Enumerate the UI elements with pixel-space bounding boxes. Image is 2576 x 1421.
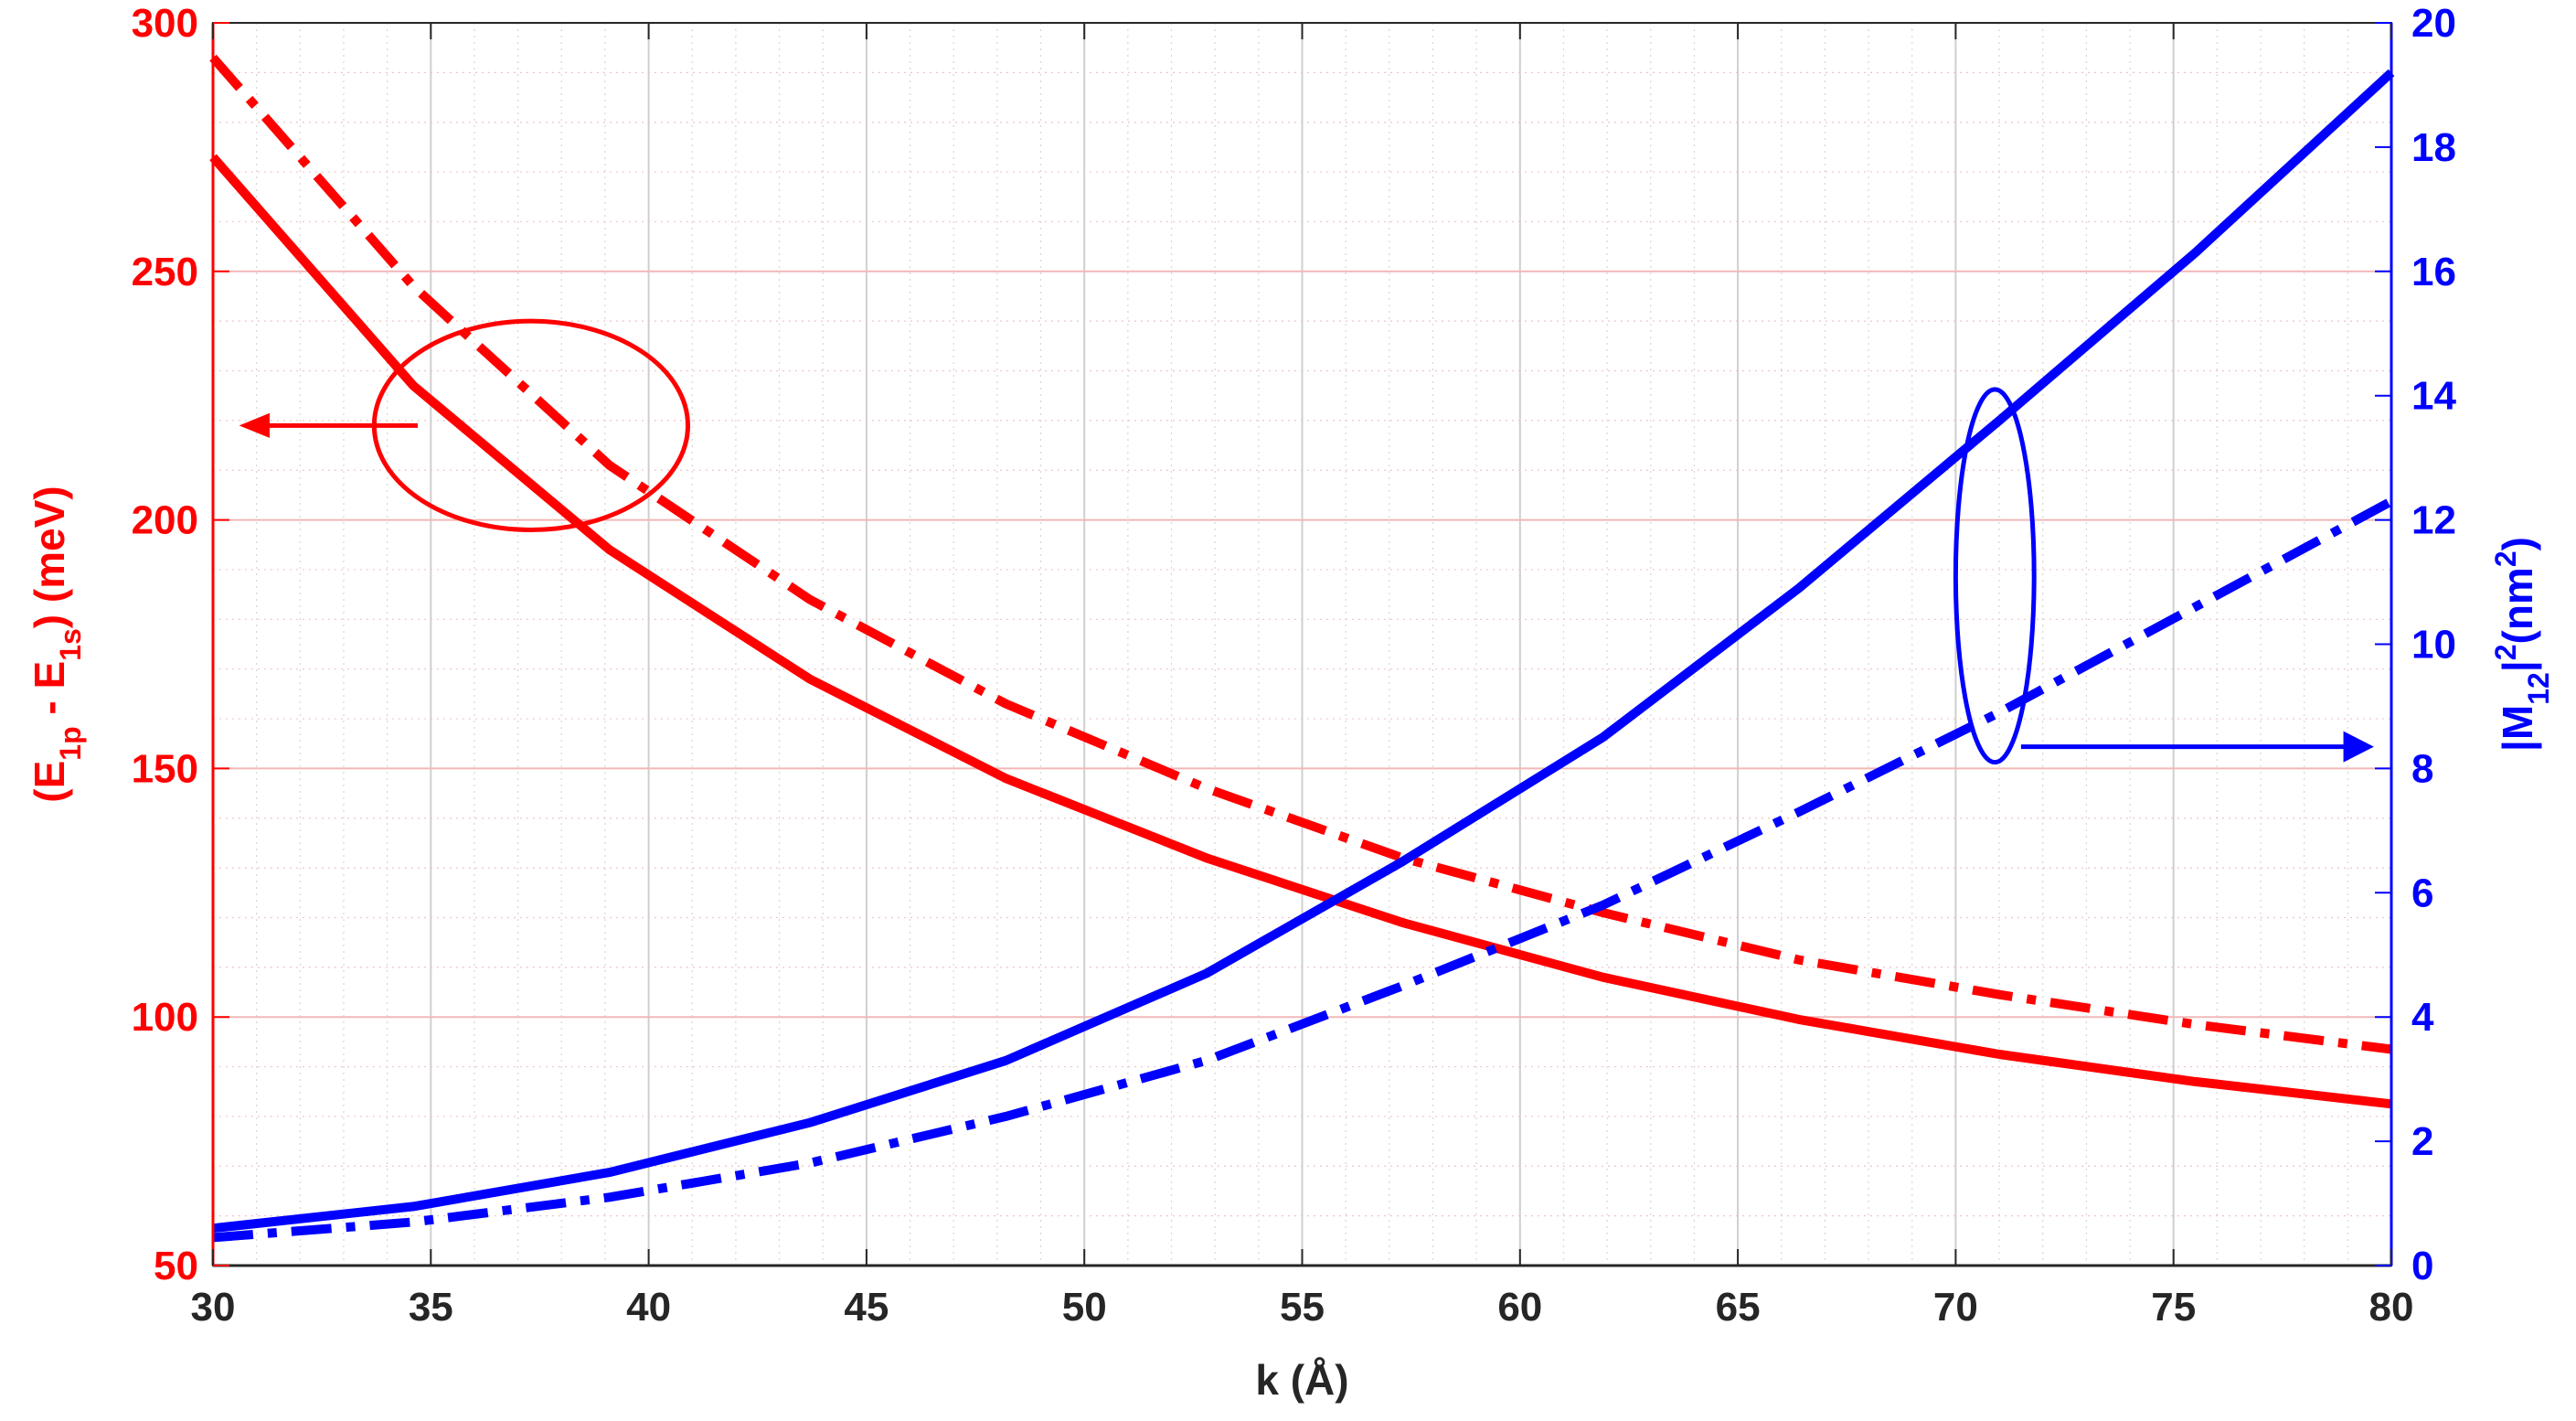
x-axis-label: k (Å) bbox=[1255, 1356, 1348, 1404]
axis-label-part: | bbox=[2494, 660, 2541, 672]
x-tick-label: 35 bbox=[409, 1285, 453, 1330]
x-tick-label: 45 bbox=[844, 1285, 889, 1330]
right-y-tick-label: 0 bbox=[2411, 1244, 2433, 1288]
left-y-tick-label: 300 bbox=[132, 1, 198, 46]
right-group-ellipse bbox=[1953, 387, 2037, 765]
axis-label-part: ) bbox=[2494, 537, 2541, 550]
axis-label-part: (E bbox=[26, 761, 73, 803]
x-tick-label: 65 bbox=[1716, 1285, 1761, 1330]
axis-label-part: ) (meV) bbox=[26, 486, 73, 628]
series-layer bbox=[209, 54, 2395, 1243]
x-tick-label: 30 bbox=[191, 1285, 236, 1330]
energy-solid-series-line bbox=[209, 154, 2392, 1109]
axis-label-part: 2 bbox=[2489, 644, 2522, 660]
energy-dashdot-series-line bbox=[209, 54, 2392, 1054]
right-y-tick-label: 14 bbox=[2411, 374, 2456, 419]
axis-label-part: - E bbox=[26, 661, 73, 727]
right-y-tick-label: 6 bbox=[2411, 871, 2433, 915]
right-group-arrowhead bbox=[2343, 731, 2374, 763]
matrix-dashdot-series-line bbox=[212, 497, 2394, 1243]
annotations bbox=[239, 318, 2374, 765]
right-y-tick-label: 18 bbox=[2411, 125, 2456, 170]
right-y-tick-label: 2 bbox=[2411, 1119, 2433, 1164]
left-y-tick-label: 50 bbox=[154, 1244, 198, 1288]
grid bbox=[213, 23, 2391, 1266]
right-y-tick-label: 8 bbox=[2411, 746, 2433, 791]
x-tick-label: 55 bbox=[1280, 1285, 1325, 1330]
axis-label-part: |M bbox=[2494, 705, 2541, 752]
right-y-tick-label: 16 bbox=[2411, 250, 2456, 294]
left-y-tick-label: 200 bbox=[132, 498, 198, 543]
axis-label-part: 12 bbox=[2522, 672, 2555, 705]
axes: 30 35 40 45 50 55 60 65 70 75 80 50 100 150 200 250 300 0… bbox=[132, 1, 2457, 1330]
x-tick-label: 80 bbox=[2369, 1285, 2414, 1330]
axis-label-part: 2 bbox=[2489, 550, 2522, 567]
right-y-tick-label: 12 bbox=[2411, 498, 2456, 543]
right-y-tick-label: 10 bbox=[2411, 623, 2456, 668]
x-tick-label: 60 bbox=[1497, 1285, 1542, 1330]
left-y-tick-label: 150 bbox=[132, 746, 198, 791]
x-tick-label: 75 bbox=[2151, 1285, 2196, 1330]
axis-label-part: 1p bbox=[54, 726, 87, 760]
left-y-tick-label: 100 bbox=[132, 995, 198, 1040]
matrix-solid-series-line bbox=[212, 69, 2395, 1234]
axis-label-part: (nm bbox=[2494, 567, 2541, 644]
left-y-axis-label: (E1p - E1s) (meV) bbox=[26, 486, 87, 802]
right-y-tick-label: 20 bbox=[2411, 1, 2456, 46]
right-y-axis-label: |M12|2(nm2) bbox=[2489, 537, 2555, 752]
left-group-arrowhead bbox=[239, 412, 270, 438]
x-tick-label: 50 bbox=[1062, 1285, 1107, 1330]
x-tick-label: 40 bbox=[626, 1285, 671, 1330]
left-group-ellipse bbox=[371, 318, 690, 532]
right-y-tick-label: 4 bbox=[2411, 995, 2434, 1040]
x-tick-label: 70 bbox=[1933, 1285, 1978, 1330]
axis-label-part: 1s bbox=[54, 628, 87, 661]
left-y-tick-label: 250 bbox=[132, 250, 198, 294]
